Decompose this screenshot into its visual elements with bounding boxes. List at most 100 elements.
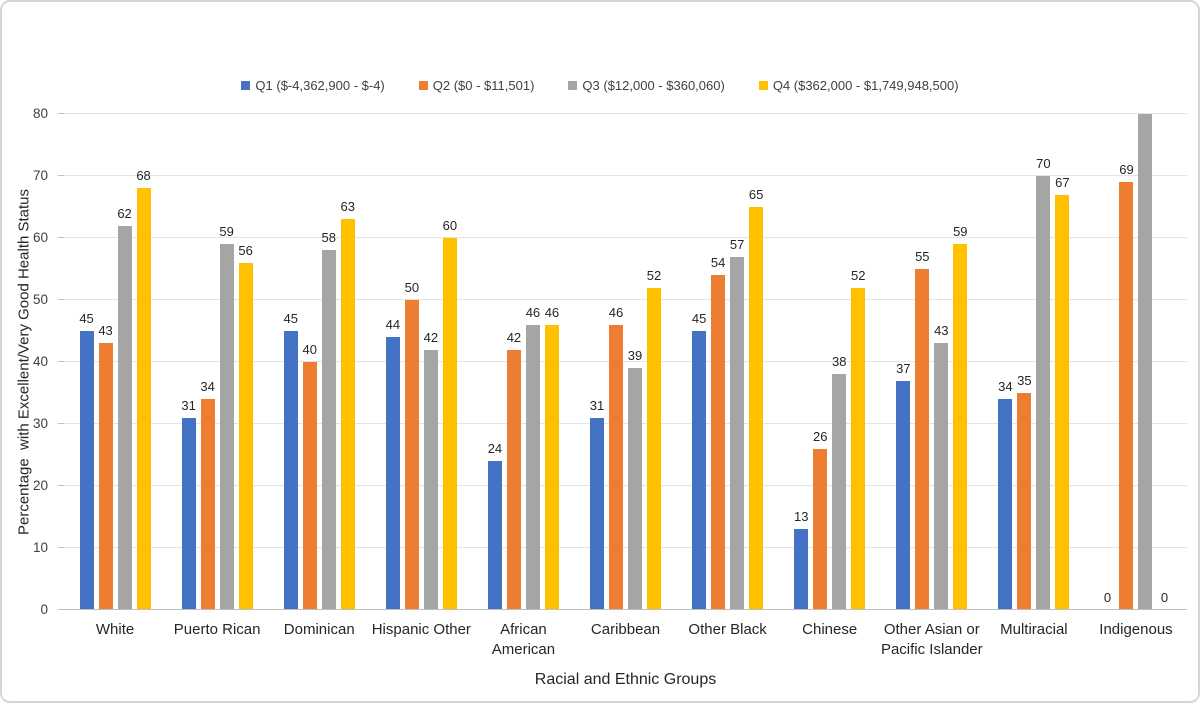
legend-item: Q3 ($12,000 - $360,060) (568, 78, 725, 93)
x-tick-label: Dominican (283, 621, 355, 638)
bar-value-label: 65 (748, 187, 764, 202)
bar: 34 (998, 379, 1013, 610)
bar-value-label: 45 (283, 311, 298, 326)
bar-group: 31 34 59 56 (166, 114, 268, 610)
y-tick-label: 20 (32, 477, 48, 493)
bar: 62 (117, 206, 132, 610)
bar-value-label: 38 (831, 354, 847, 370)
gridline (64, 361, 1187, 362)
legend-label: Q3 ($12,000 - $360,060) (582, 78, 725, 93)
bar: 35 (1017, 373, 1032, 610)
x-axis-category-labels: White Puerto Rican Dominican Hispanic Other… (64, 620, 1187, 661)
y-tick-label: 10 (32, 539, 48, 555)
y-tick-label: 70 (32, 167, 48, 183)
bar: 54 (711, 255, 725, 610)
bar-value-label: 44 (385, 317, 401, 333)
bar: 43 (98, 324, 113, 610)
y-axis-tickmark (58, 237, 64, 238)
bar: 58 (322, 231, 336, 610)
y-tick-label: 30 (32, 415, 48, 431)
bar: 50 (405, 280, 419, 610)
y-tick-label: 50 (32, 291, 48, 307)
bar: 31 (590, 398, 604, 610)
bar-group: 0 69 0 (1085, 114, 1187, 610)
bar-value-label: 45 (691, 311, 707, 326)
legend-label: Q2 ($0 - $11,501) (432, 78, 535, 93)
bar-value-label: 13 (793, 509, 809, 525)
gridline (64, 485, 1187, 486)
legend-swatch-icon (758, 81, 768, 90)
legend: Q1 ($-4,362,900 - $-4) Q2 ($0 - $11,501) Q… (2, 78, 1198, 93)
legend-item: Q2 ($0 - $11,501) (418, 78, 535, 93)
legend-label: Q1 ($-4,362,900 - $-4) (255, 78, 385, 93)
bar: 46 (609, 305, 623, 610)
bar-group: 34 35 70 67 (983, 114, 1085, 610)
bar-value-label: 24 (487, 441, 503, 457)
x-axis-line (58, 609, 1187, 610)
y-tick-label: 80 (32, 105, 48, 121)
legend-swatch-icon (241, 81, 251, 90)
y-axis-tickmark (58, 423, 64, 424)
bar-value-label: 54 (710, 255, 726, 271)
bar-value-label: 67 (1055, 174, 1070, 190)
bar-groups: 45 43 62 68 31 34 59 56 45 40 58 63 44 50 42 60 24 42 46 46… (64, 114, 1187, 610)
legend-label: Q4 ($362,000 - $1,749,948,500) (772, 78, 959, 93)
y-axis-tickmark (58, 361, 64, 362)
x-tick-label: Hispanic Other (371, 621, 471, 638)
bar: 42 (424, 330, 438, 610)
legend-item: Q4 ($362,000 - $1,749,948,500) (758, 78, 959, 93)
x-tick-label: Other Asian or Pacific Islander (880, 621, 983, 659)
bar: 52 (851, 268, 865, 610)
bar-value-label: 37 (896, 360, 911, 376)
bar-value-label: 35 (1017, 373, 1032, 388)
bar: 65 (749, 187, 763, 610)
bar: 40 (303, 342, 317, 610)
bar-value-label: 62 (117, 205, 132, 221)
bar-value-label: 58 (321, 230, 336, 246)
bar-value-label: 34 (998, 379, 1013, 395)
x-tick-label: Multiracial (1000, 621, 1068, 638)
bar-group: 45 54 57 65 (677, 114, 779, 610)
gridline (64, 175, 1187, 176)
x-tick-label: African American (491, 621, 556, 659)
bar-value-label: 68 (136, 168, 151, 184)
bar-value-label: 45 (79, 311, 94, 326)
bar: 68 (136, 169, 151, 610)
bar: 46 (526, 305, 540, 610)
bar-value-label: 56 (238, 242, 253, 258)
bar-value-label: 39 (627, 348, 643, 364)
y-axis-tickmark (58, 113, 64, 114)
bar: 55 (915, 249, 930, 610)
y-tick-label: 40 (32, 353, 48, 369)
bar-group: 31 46 39 52 (574, 114, 676, 610)
y-axis-tick-labels: 0 10 20 30 40 50 60 70 80 (2, 106, 56, 615)
bar: 43 (934, 324, 949, 610)
bar-value-label: 46 (525, 304, 541, 320)
x-tick-label: Other Black (688, 621, 767, 638)
bar-value-label: 59 (953, 224, 968, 240)
legend-swatch-icon (568, 81, 578, 90)
gridline (64, 547, 1187, 548)
bar-value-label: 60 (442, 218, 458, 233)
bar-group: 44 50 42 60 (370, 114, 472, 610)
bar: 57 (730, 237, 744, 610)
bar-value-label: 42 (423, 329, 439, 345)
bar-value-label: 69 (1119, 162, 1134, 178)
bar-value-label: 63 (340, 199, 355, 215)
bar-value-label: 46 (544, 304, 560, 320)
y-axis-tickmark (58, 299, 64, 300)
y-tick-label: 0 (40, 601, 48, 617)
bar: 67 (1055, 175, 1070, 610)
bar: 70 (1036, 156, 1051, 610)
gridline (64, 299, 1187, 300)
bar: 38 (832, 355, 846, 610)
bar-value-label: 50 (404, 280, 420, 295)
bar-value-label: 59 (219, 224, 234, 240)
bar (1138, 114, 1153, 610)
bar: 37 (896, 361, 911, 610)
bar: 45 (692, 311, 706, 610)
bar-value-label: 0 (1160, 590, 1169, 605)
bar: 46 (545, 305, 559, 610)
bar: 42 (507, 330, 521, 610)
bar-value-label: 40 (302, 342, 317, 357)
